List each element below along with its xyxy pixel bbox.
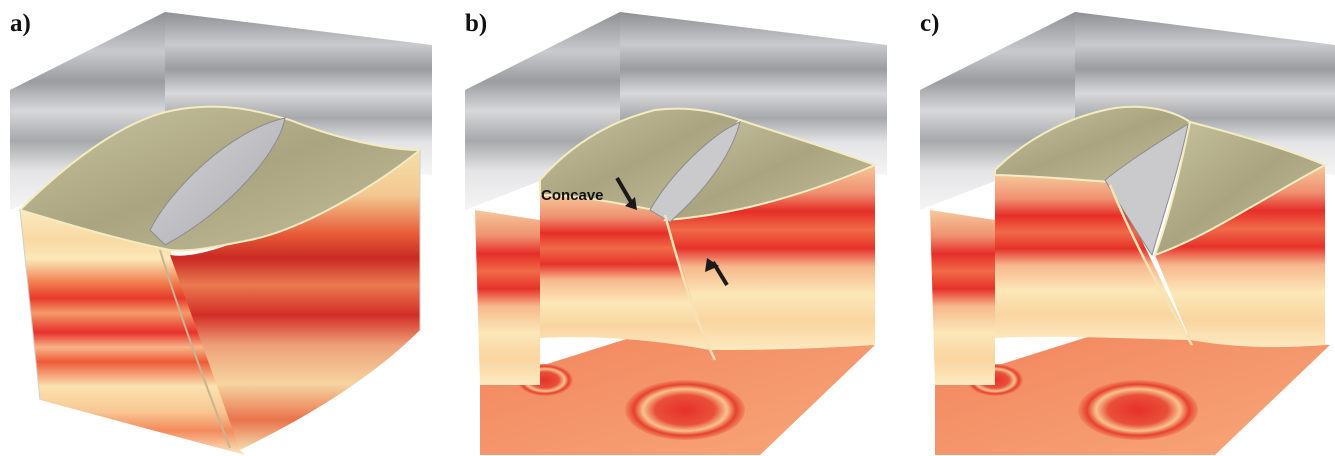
fault-block-diagram-b: [465, 12, 887, 455]
arrow-down-icon: [615, 176, 637, 210]
panel-label: b): [465, 10, 488, 37]
panel-b: b) Concave: [455, 0, 895, 456]
concave-annotation: Concave: [541, 187, 604, 204]
fault-block-diagram-c: [920, 12, 1335, 455]
arrow-up-icon: [705, 258, 729, 287]
panel-a: a): [0, 0, 440, 456]
panel-label: a): [10, 10, 31, 37]
panel-c: c): [910, 0, 1335, 456]
fault-block-diagram-a: [10, 12, 432, 455]
panel-label: c): [920, 10, 940, 37]
